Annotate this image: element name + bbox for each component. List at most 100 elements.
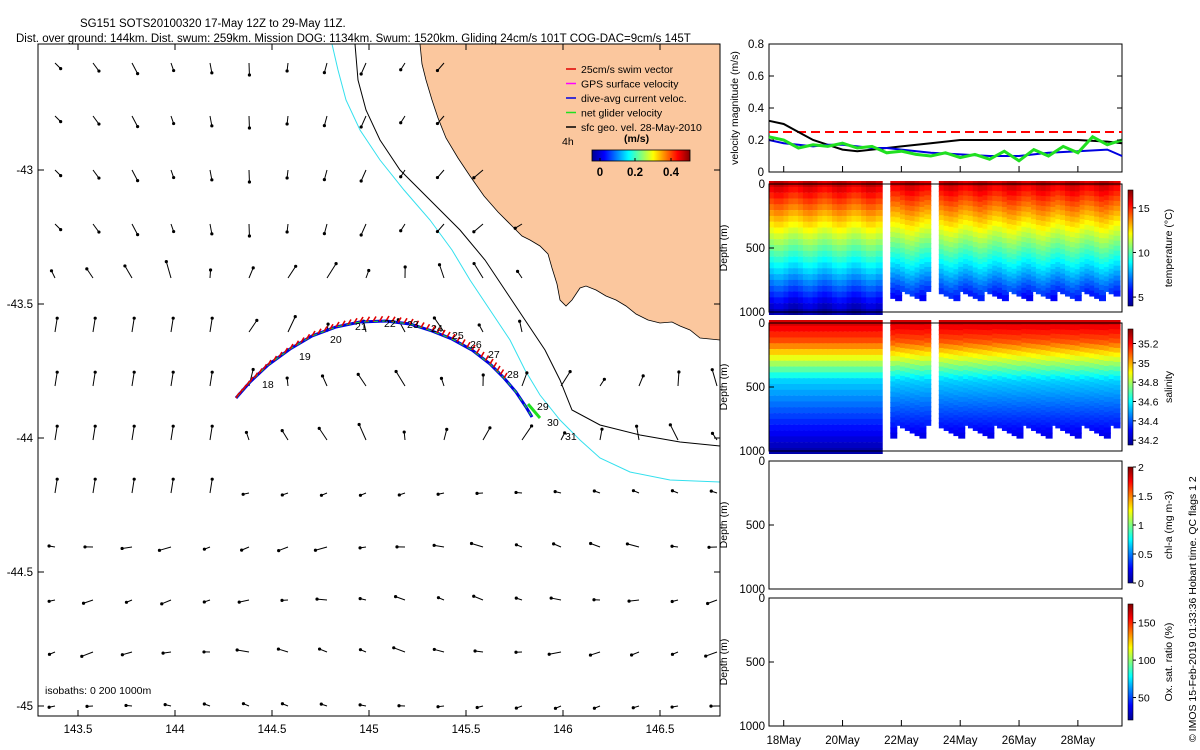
profile-sample: [972, 334, 980, 341]
current-vector: [209, 426, 213, 441]
current-vector-head: [132, 316, 136, 320]
current-vector-head: [120, 653, 124, 657]
current-vector-head: [472, 594, 476, 598]
profile-sample: [924, 190, 932, 197]
profile-sample: [856, 430, 864, 437]
profile-sample: [1001, 386, 1009, 393]
day-label: 21: [355, 321, 367, 333]
profile-sample: [909, 398, 917, 405]
profile-sample: [1074, 350, 1082, 357]
footer-credit: © IMOS 15-Feb-2019 01:33:36 Hobart time.…: [1187, 476, 1199, 742]
profile-sample: [977, 339, 985, 346]
profile-sample: [778, 430, 786, 437]
profile-sample: [992, 392, 1000, 399]
profile-sample: [1011, 335, 1019, 342]
profile-sample: [1001, 264, 1009, 271]
profile-sample: [1069, 282, 1077, 289]
profile-sample: [904, 195, 912, 202]
profile-sample: [1045, 186, 1053, 193]
profile-sample: [1031, 382, 1039, 389]
profile-sample: [1021, 406, 1029, 413]
profile-sample: [1040, 410, 1048, 417]
current-vector: [209, 223, 213, 234]
profile-sample: [972, 221, 980, 228]
profile-sample: [953, 222, 961, 229]
profile-sample: [895, 401, 903, 408]
profile-sample: [822, 436, 830, 443]
profile-sample: [977, 269, 985, 276]
profile-sample: [963, 415, 971, 422]
profile-sample: [982, 223, 990, 230]
profile-sample: [1026, 258, 1034, 265]
profile-sample: [802, 331, 810, 338]
profile-sample: [1069, 420, 1077, 427]
profile-sample: [841, 297, 849, 304]
profile-sample: [1011, 205, 1019, 212]
profile-sample: [841, 407, 849, 414]
profile-sample: [861, 233, 869, 240]
profile-sample: [899, 228, 907, 235]
profile-sample: [827, 401, 835, 408]
current-vector-head: [210, 477, 214, 481]
swim-vector: [431, 325, 436, 332]
profile-sample: [963, 239, 971, 246]
current-vector: [521, 425, 532, 441]
profile-sample: [1074, 232, 1082, 239]
profile-sample: [1074, 417, 1082, 424]
profile-sample: [822, 389, 830, 396]
profile-sample: [1108, 392, 1116, 399]
profile-sample: [1074, 196, 1082, 203]
map-xtick-label: 144: [165, 724, 185, 736]
profile-sample: [798, 349, 806, 356]
profile-sample: [802, 354, 810, 361]
profile-sample: [827, 233, 835, 240]
profile-sample: [870, 430, 878, 437]
profile-sample: [856, 262, 864, 269]
profile-sample: [972, 226, 980, 233]
current-vector-head: [93, 424, 97, 428]
profile-sample: [982, 425, 990, 432]
profile-sample: [768, 389, 776, 396]
current-vector-head: [706, 601, 710, 606]
profile-sample: [1065, 412, 1073, 419]
profile-sample: [1103, 200, 1111, 207]
land-tasmania: [419, 44, 720, 341]
profile-sample: [992, 250, 1000, 257]
profile-sample: [899, 214, 907, 221]
profile-sample: [866, 268, 874, 275]
profile-sample: [841, 413, 849, 420]
current-vector: [92, 318, 96, 333]
profile-sample: [807, 245, 815, 251]
current-vector-head: [397, 704, 401, 708]
map-ytick-label: -43: [16, 165, 33, 177]
profile-sample: [1094, 393, 1102, 400]
swim-vector: [238, 388, 244, 395]
profile-sample: [914, 385, 922, 392]
profile-sample: [841, 250, 849, 257]
profile-sample: [817, 186, 825, 193]
profile-sample: [798, 291, 806, 298]
current-vector: [549, 651, 562, 655]
profile-sample: [870, 297, 878, 304]
profile-sample: [967, 210, 975, 217]
profile-sample: [890, 206, 898, 213]
profile-sample: [1079, 415, 1087, 422]
profile-sample: [856, 372, 864, 379]
profile-sample: [904, 283, 912, 290]
profile-sample: [919, 401, 927, 408]
profile-sample: [870, 401, 878, 408]
profile-sample: [992, 260, 1000, 267]
profile-sample: [788, 262, 796, 269]
profile-sample: [866, 297, 874, 304]
swim-vector: [294, 340, 300, 347]
profile-sample: [798, 418, 806, 425]
profile-sample: [822, 256, 830, 263]
profile-sample: [972, 282, 980, 289]
profile-sample: [953, 400, 961, 407]
profile-sample: [1026, 380, 1034, 387]
profile-sample: [778, 343, 786, 350]
current-vector-head: [356, 372, 360, 376]
profile-sample: [1045, 325, 1053, 332]
profile-sample: [992, 388, 1000, 395]
